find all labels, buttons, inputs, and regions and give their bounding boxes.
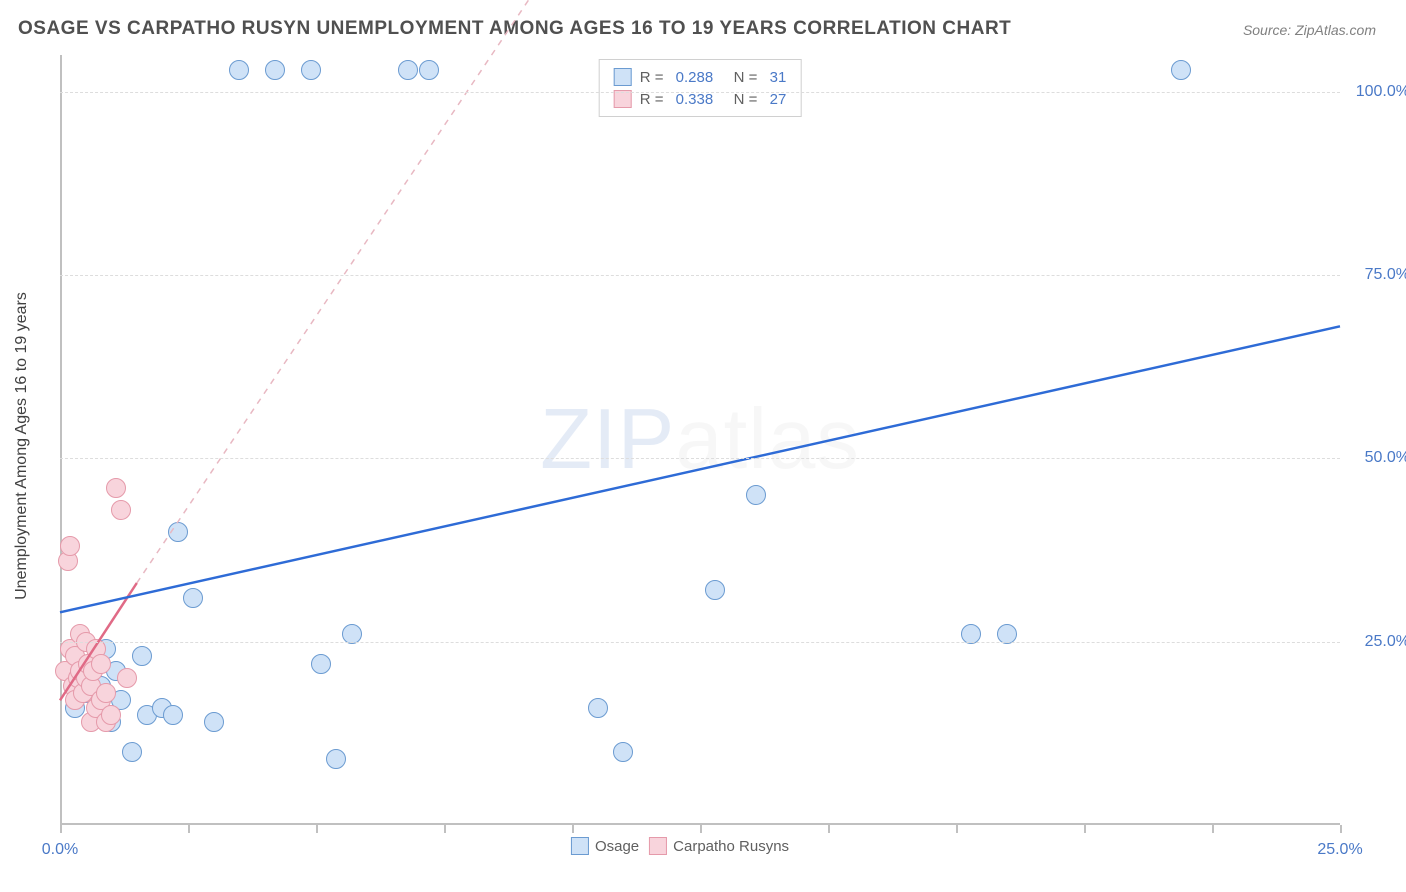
legend-r-label: R =: [640, 91, 668, 108]
data-point: [301, 60, 321, 80]
data-point: [111, 500, 131, 520]
data-point: [398, 60, 418, 80]
data-point: [746, 485, 766, 505]
y-tick-label: 75.0%: [1365, 266, 1406, 284]
data-point: [101, 705, 121, 725]
legend-series-label: Osage: [595, 838, 639, 855]
legend-n-value: 27: [770, 91, 787, 108]
data-point: [91, 654, 111, 674]
correlation-chart: OSAGE VS CARPATHO RUSYN UNEMPLOYMENT AMO…: [0, 0, 1406, 892]
data-point: [1171, 60, 1191, 80]
data-point: [419, 60, 439, 80]
data-point: [122, 742, 142, 762]
gridline-h: [60, 458, 1340, 459]
x-tick-mark: [188, 825, 190, 833]
x-tick-mark: [444, 825, 446, 833]
x-tick-mark: [700, 825, 702, 833]
data-point: [588, 698, 608, 718]
x-tick-mark: [316, 825, 318, 833]
legend-n-label: N =: [721, 91, 761, 108]
data-point: [60, 536, 80, 556]
data-point: [96, 683, 116, 703]
legend-swatch: [614, 68, 632, 86]
data-point: [311, 654, 331, 674]
legend-n-value: 31: [770, 69, 787, 86]
data-point: [117, 668, 137, 688]
data-point: [613, 742, 633, 762]
x-tick-mark: [1212, 825, 1214, 833]
x-tick-mark: [828, 825, 830, 833]
data-point: [163, 705, 183, 725]
watermark: ZIPatlas: [540, 391, 860, 489]
data-point: [168, 522, 188, 542]
y-axis-line: [60, 55, 62, 825]
legend-series-item: Carpatho Rusyns: [649, 837, 789, 855]
legend-swatch: [571, 837, 589, 855]
legend-series-label: Carpatho Rusyns: [673, 838, 789, 855]
data-point: [132, 646, 152, 666]
x-tick-mark: [1084, 825, 1086, 833]
legend-swatch: [649, 837, 667, 855]
watermark-atlas: atlas: [675, 392, 860, 487]
y-axis-title: Unemployment Among Ages 16 to 19 years: [13, 292, 31, 600]
x-tick-label: 0.0%: [42, 841, 78, 859]
legend-r-value: 0.338: [676, 91, 714, 108]
legend-r-value: 0.288: [676, 69, 714, 86]
data-point: [705, 580, 725, 600]
trend-lines: [60, 55, 1340, 825]
gridline-h: [60, 275, 1340, 276]
x-tick-mark: [956, 825, 958, 833]
gridline-h: [60, 642, 1340, 643]
data-point: [265, 60, 285, 80]
x-tick-mark: [572, 825, 574, 833]
data-point: [326, 749, 346, 769]
data-point: [204, 712, 224, 732]
legend-stats: R = 0.288 N = 31R = 0.338 N = 27: [599, 59, 802, 117]
y-tick-label: 50.0%: [1365, 449, 1406, 467]
y-tick-label: 25.0%: [1365, 633, 1406, 651]
legend-stat-row: R = 0.288 N = 31: [614, 66, 787, 88]
source-attribution: Source: ZipAtlas.com: [1243, 22, 1376, 38]
data-point: [106, 478, 126, 498]
watermark-zip: ZIP: [540, 392, 675, 487]
y-tick-label: 100.0%: [1356, 83, 1406, 101]
legend-swatch: [614, 90, 632, 108]
data-point: [183, 588, 203, 608]
x-tick-mark: [60, 825, 62, 833]
legend-series: Osage Carpatho Rusyns: [571, 837, 789, 855]
data-point: [229, 60, 249, 80]
x-tick-mark: [1340, 825, 1342, 833]
legend-series-item: Osage: [571, 837, 639, 855]
legend-n-label: N =: [721, 69, 761, 86]
legend-r-label: R =: [640, 69, 668, 86]
gridline-h: [60, 92, 1340, 93]
plot-area: ZIPatlas R = 0.288 N = 31R = 0.338 N = 2…: [60, 55, 1340, 825]
chart-title: OSAGE VS CARPATHO RUSYN UNEMPLOYMENT AMO…: [18, 18, 1011, 40]
x-tick-label: 25.0%: [1317, 841, 1362, 859]
